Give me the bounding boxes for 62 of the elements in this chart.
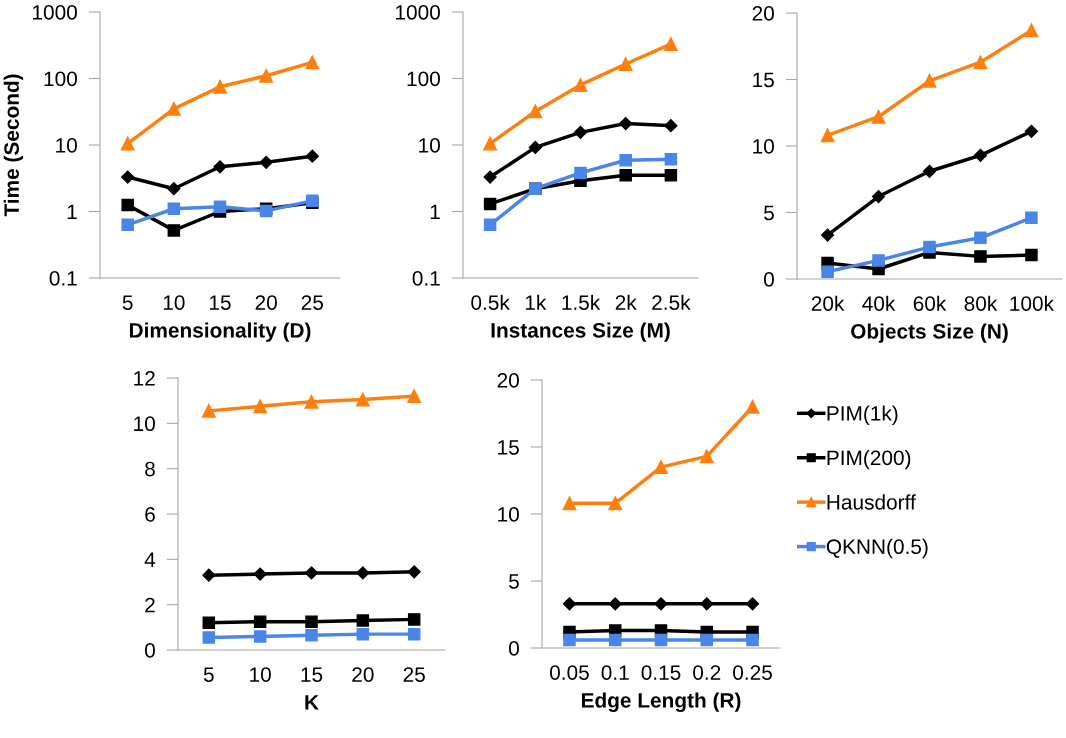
x-tick-label: 0.2 [693,665,721,680]
x-tick-label: 0.05 [550,665,589,680]
y-tick-label: 0 [764,272,774,287]
x-tick-label: 80k [964,295,998,311]
y-tick-label: 15 [753,72,774,88]
y-tick-label: 6 [145,507,155,522]
y-axis-title: Time (Second) [3,74,24,217]
x-tick-label: 25 [301,295,324,310]
x-tick-label: 10 [250,667,271,682]
y-tick-label: 15 [498,440,519,455]
y-tick-label: 10 [498,507,519,522]
x-tick-label: 25 [403,667,425,682]
y-tick-label: 1000 [33,5,77,20]
y-tick-label: 10 [56,138,77,153]
y-tick-label: 100 [44,71,77,87]
y-tick-label: 20 [752,6,774,21]
x-axis-title: K [305,695,319,710]
x-tick-label: 10 [163,295,185,310]
y-tick-label: 1 [67,204,77,220]
x-tick-label: 1.5k [562,294,601,310]
y-tick-label: 0.1 [412,271,440,286]
x-tick-label: 5 [203,667,214,682]
x-tick-label: 0.25 [733,665,772,680]
y-tick-label: 10 [753,139,774,154]
x-tick-label: 40k [862,295,896,311]
x-tick-label: 0.5k [471,294,510,310]
y-tick-label: 2 [145,597,155,613]
y-tick-label: 100 [407,71,440,87]
x-tick-label: 100k [1010,295,1055,311]
y-tick-label: 5 [764,205,774,221]
y-tick-label: 0 [509,641,519,656]
legend-label: PIM(1k) [827,405,898,425]
y-tick-label: 1 [430,204,440,220]
x-tick-label: 20 [352,667,374,682]
x-tick-label: 2.5k [652,294,691,310]
y-tick-label: 10 [134,416,155,432]
y-tick-label: 12 [134,371,155,386]
x-tick-label: 0.1 [601,665,629,680]
x-tick-label: 15 [301,667,323,682]
x-tick-label: 15 [210,295,231,310]
x-tick-label: 2k [615,294,637,310]
y-tick-label: 0 [145,643,155,658]
x-tick-label: 20 [255,295,277,310]
x-axis-title: Dimensionality (D) [129,322,311,342]
y-tick-label: 0.1 [49,271,77,286]
x-axis-title: Edge Length (R) [581,692,741,712]
legend-label: PIM(200) [827,449,911,470]
y-tick-label: 10 [419,138,440,153]
x-tick-label: 1k [525,294,547,310]
x-axis-title: Instances Size (M) [491,322,670,342]
x-tick-label: 20k [811,295,845,311]
y-tick-label: 4 [144,552,156,567]
x-tick-label: 60k [913,295,947,311]
legend-label: Hausdorff [827,494,916,510]
y-tick-label: 1000 [396,5,440,20]
y-tick-label: 8 [145,461,155,477]
legend-label: QKNN(0.5) [826,538,928,559]
y-tick-label: 20 [497,373,519,388]
x-tick-label: 5 [122,295,133,310]
x-tick-label: 0.15 [641,665,681,680]
x-axis-title: Objects Size (N) [851,323,1008,343]
y-tick-label: 5 [509,574,519,589]
